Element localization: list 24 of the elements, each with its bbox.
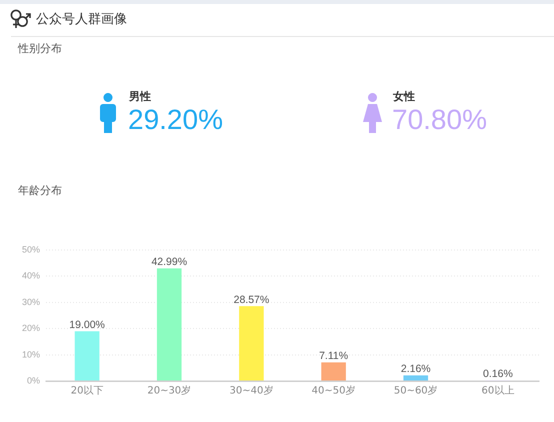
y-tick-label: 40% [22,270,40,281]
y-tick-label: 10% [22,349,40,360]
bar [321,362,346,380]
bar [239,306,264,380]
data-label: 2.16% [400,362,431,375]
y-tick-label: 20% [22,323,40,334]
bar [403,375,428,380]
y-tick-label: 30% [22,296,40,307]
x-tick-label: 50~60岁 [394,384,438,397]
data-label: 19.00% [69,318,105,331]
chart-title: 年龄分布 [18,184,62,198]
x-tick-label: 40~50岁 [312,384,356,397]
bar [74,331,100,380]
bar [156,268,182,380]
x-tick-label: 20~30岁 [147,384,192,397]
data-label: 42.99% [151,256,188,268]
data-label: 7.11% [319,350,348,362]
y-tick-label: 0% [26,375,40,386]
data-label: 0.16% [483,368,513,380]
x-tick-label: 20以下 [70,384,104,397]
y-tick-label: 50% [22,244,40,254]
data-label: 28.57% [234,294,270,306]
x-tick-label: 30~40岁 [230,384,274,397]
x-tick-label: 60以上 [482,384,514,397]
